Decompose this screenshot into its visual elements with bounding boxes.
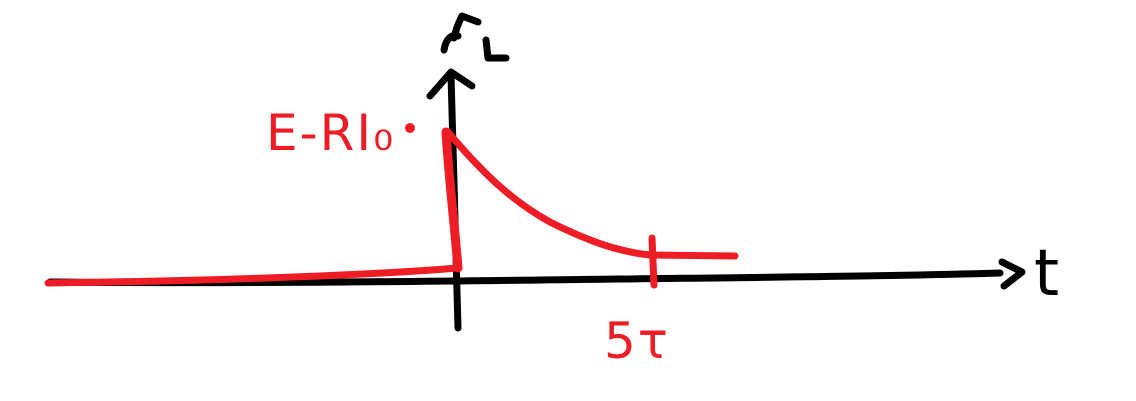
trace-jump-segment (441, 127, 463, 273)
trace-decay-curve (444, 128, 739, 260)
hand-drawn-current-symbol-icon (440, 12, 510, 62)
vertical-axis-arrowhead (426, 68, 476, 100)
x-axis-label: t (1034, 237, 1059, 311)
trace-zero-segment (44, 264, 462, 287)
peak-marker-dot (405, 123, 415, 133)
time-marker-label: 5τ (604, 312, 670, 370)
time-axis-arrowhead (998, 258, 1026, 290)
time-marker-tick (648, 234, 658, 289)
peak-value-label: E-RI₀ (266, 104, 395, 162)
